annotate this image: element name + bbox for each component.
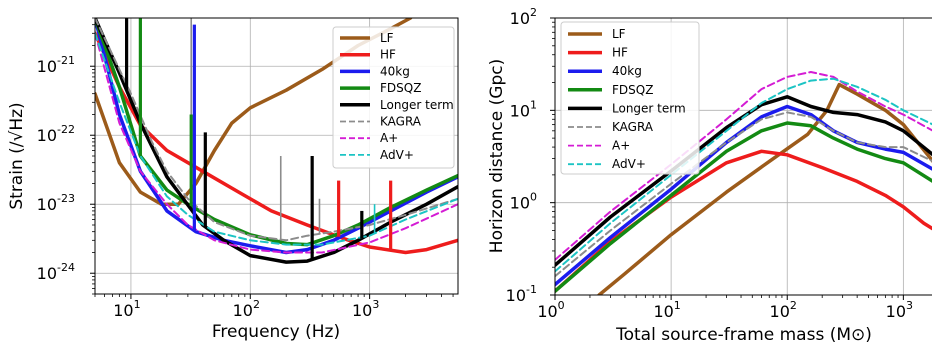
- legend-label-40kg: 40kg: [612, 64, 642, 78]
- y-tick-label: 10-1: [506, 283, 537, 305]
- legend-box-right: [560, 21, 700, 175]
- x-tick-label: 100: [537, 299, 564, 321]
- legend-right: LF HF 40kg FDSQZ Longer term KAGRA A+ AdV+: [560, 21, 700, 175]
- legend-label-lf: LF: [380, 31, 394, 45]
- y-tick-label: 101: [510, 98, 537, 120]
- axes-frame-right: [554, 17, 932, 296]
- x-tick-label: 101: [113, 298, 140, 320]
- y-tick-label: 10-23: [37, 192, 75, 214]
- x-tick-label: 102: [770, 299, 797, 321]
- legend-label-longer-term: Longer term: [380, 98, 454, 112]
- legend-label-longer-term: Longer term: [612, 101, 686, 115]
- x-axis-label-left: Frequency (Hz): [212, 322, 340, 342]
- y-axis-label-left: Strain (/√Hz): [7, 102, 27, 209]
- legend-label-adv: AdV+: [612, 157, 646, 171]
- series-line-adv: [95, 32, 458, 246]
- y-tick-label: 10-24: [37, 261, 75, 283]
- x-tick-label: 101: [653, 299, 680, 321]
- series-line-longer-term: [95, 18, 458, 264]
- legend-label-fdsqz: FDSQZ: [612, 83, 653, 97]
- legend-label-hf: HF: [380, 48, 396, 62]
- x-axis-label-right: Total source-frame mass (M⊙): [615, 325, 872, 345]
- legend-label-a: A+: [612, 139, 630, 153]
- x-tick-label: 102: [233, 298, 260, 320]
- series-group-right: [555, 71, 932, 295]
- series-line-adv: [555, 77, 932, 273]
- legend-left: LF HF 40kg FDSQZ Longer term KAGRA A+ AdV+: [332, 26, 455, 169]
- series-group-left: [95, 18, 458, 264]
- legend-label-hf: HF: [612, 46, 628, 60]
- y-tick-label: 100: [510, 191, 537, 213]
- y-tick-label: 10-21: [37, 54, 75, 76]
- series-line-lf: [597, 82, 932, 295]
- legend-label-adv: AdV+: [380, 148, 414, 162]
- legend-label-fdsqz: FDSQZ: [380, 81, 421, 95]
- y-tick-label: 10-22: [37, 123, 75, 145]
- legend-label-a: A+: [380, 131, 398, 145]
- strain-chart: 101 102 103 10-24 10-23 10-22 10-21 Frequency …: [7, 17, 459, 342]
- legend-label-lf: LF: [612, 27, 626, 41]
- legend-label-kagra: KAGRA: [612, 120, 654, 134]
- ticks-left: 101 102 103 10-24 10-23 10-22 10-21: [37, 17, 454, 320]
- x-tick-label: 103: [886, 299, 913, 321]
- series-line-longer-term: [555, 95, 932, 267]
- y-tick-label: 102: [510, 6, 537, 28]
- series-line-kagra: [555, 111, 932, 278]
- series-line-fdsqz: [555, 121, 932, 293]
- series-line-40kg: [555, 104, 932, 287]
- y-axis-label-right: Horizon distance (Gpc): [487, 59, 507, 253]
- series-line-a: [95, 32, 458, 254]
- legend-box-left: [332, 26, 455, 169]
- series-line-kagra: [95, 18, 458, 242]
- legend-label-40kg: 40kg: [380, 64, 410, 78]
- legend-label-kagra: KAGRA: [380, 115, 422, 129]
- x-tick-label: 103: [352, 298, 379, 320]
